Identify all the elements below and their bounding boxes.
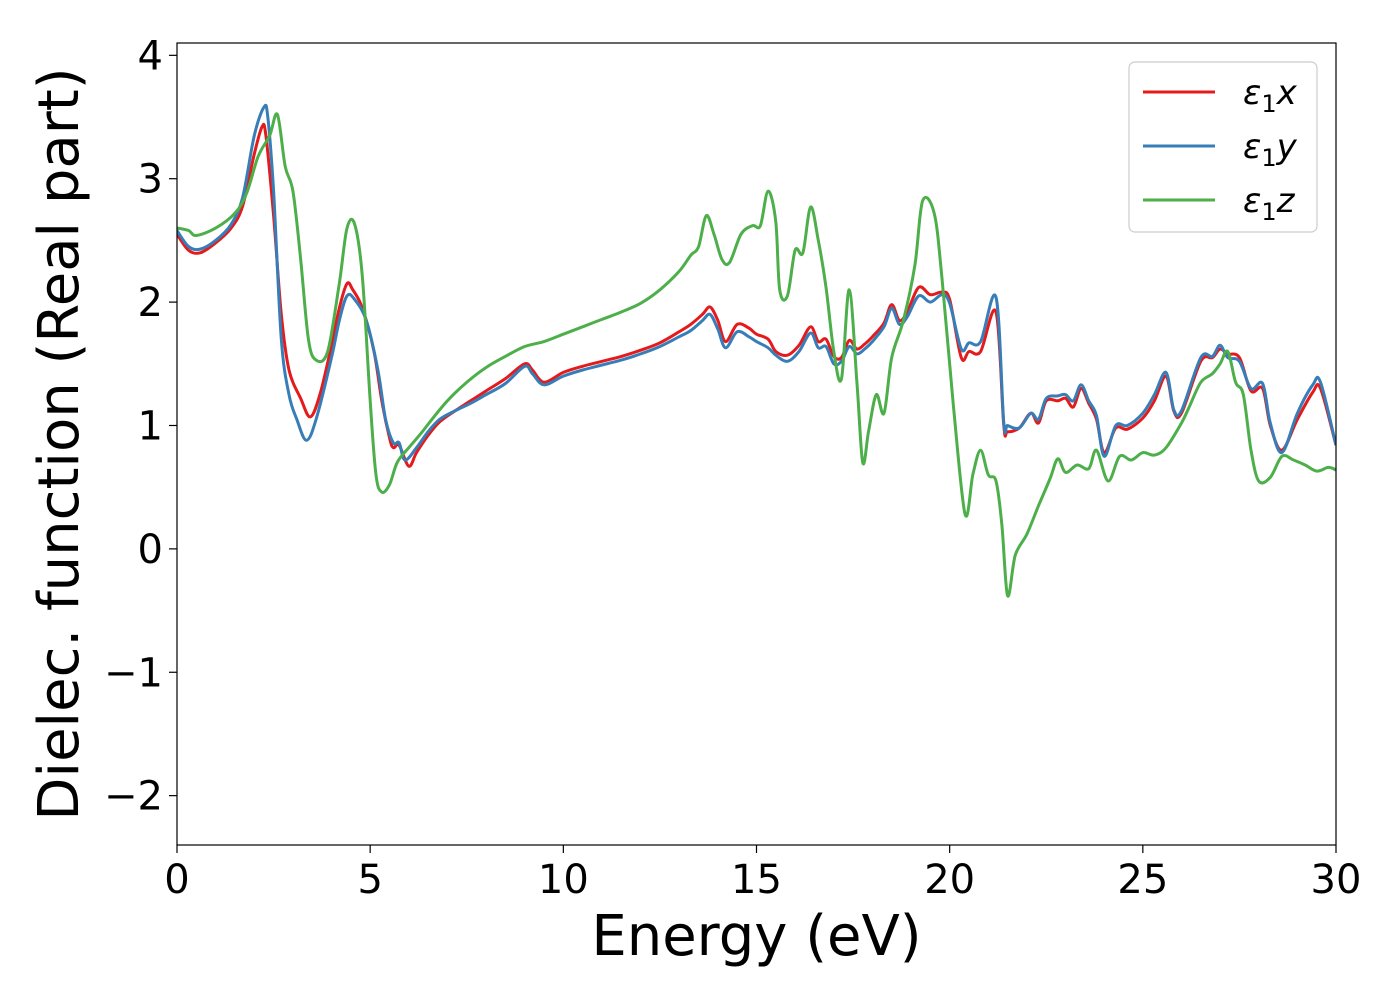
legend-label-y: ε1y [1243, 127, 1298, 172]
x-tick-label: 30 [1311, 857, 1362, 903]
x-tick-label: 0 [164, 857, 189, 903]
x-tick-label: 15 [731, 857, 782, 903]
legend: ε1x ε1y ε1z [1128, 61, 1318, 233]
x-tick-label: 25 [1117, 857, 1168, 903]
series-line-y [177, 103, 1336, 462]
x-tick-label: 10 [538, 857, 589, 903]
legend-box [1128, 61, 1318, 233]
y-tick-label: 2 [138, 280, 163, 326]
y-tick-label: −2 [104, 774, 163, 820]
axes-layer: 0 5 10 15 20 25 30 −2 −1 0 1 2 3 4 [104, 33, 1361, 903]
y-tick-label: −1 [104, 650, 163, 696]
series-line-x [177, 122, 1336, 468]
y-tick-label: 0 [138, 527, 163, 573]
series-layer [177, 103, 1336, 598]
legend-label-x: ε1x [1243, 73, 1298, 118]
legend-label-z: ε1z [1243, 181, 1296, 226]
x-axis-label: Energy (eV) [591, 904, 921, 969]
y-tick-label: 4 [138, 33, 163, 79]
y-tick-label: 1 [138, 403, 163, 449]
series-line-z [177, 112, 1336, 598]
y-axis-label: Dielec. function (Real part) [27, 67, 92, 820]
y-tick-label: 3 [138, 157, 163, 203]
x-tick-label: 5 [357, 857, 382, 903]
x-tick-label: 20 [924, 857, 975, 903]
